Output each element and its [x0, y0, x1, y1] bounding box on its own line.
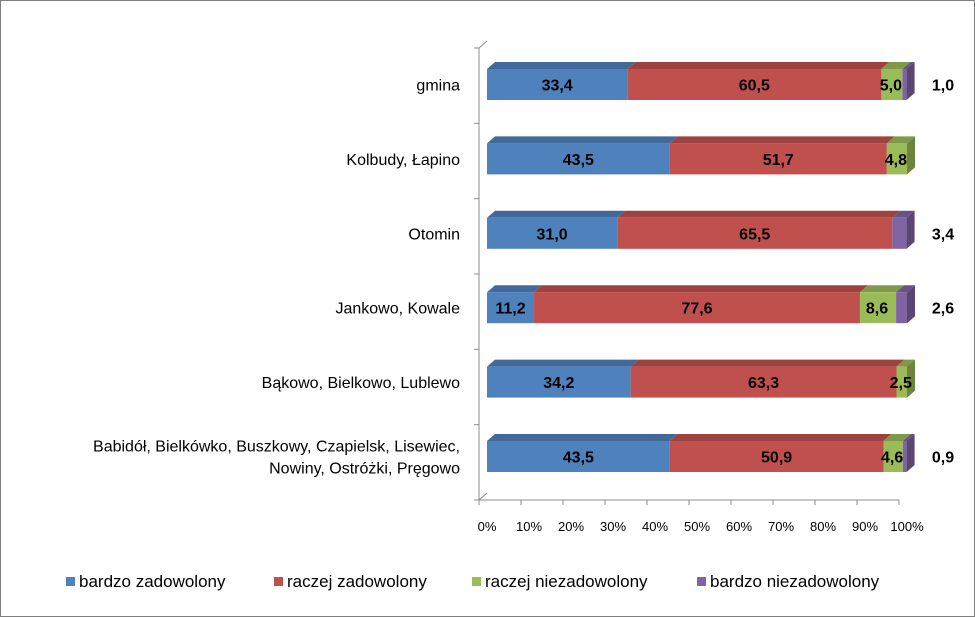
data-label: 31,0 [537, 226, 568, 243]
bar-segment [886, 143, 907, 175]
bar-segment [883, 441, 903, 472]
bar-segment-top [892, 210, 915, 218]
bar-segment [669, 441, 884, 472]
bar-segment [617, 217, 893, 249]
bar-segment [487, 69, 628, 100]
bar-segment [627, 69, 882, 100]
category-label: Kolbudy, Łapino [346, 152, 460, 169]
bar-segment [630, 366, 897, 398]
x-tick-label: 10% [516, 519, 542, 534]
axis-depth-line [478, 40, 488, 49]
bar-segment [669, 143, 887, 175]
legend-label: bardzo niezadowolony [710, 572, 880, 591]
category-label: Nowiny, Ostróżki, Pręgowo [269, 461, 460, 478]
bar-side-face [907, 285, 915, 324]
bar-segment-top [487, 210, 626, 218]
data-label: 3,4 [932, 226, 954, 243]
bar-segment-top [896, 285, 915, 293]
axis-depth-line [478, 492, 488, 501]
x-tick-label: 80% [810, 519, 836, 534]
legend-swatch [66, 577, 75, 586]
data-label: 4,6 [881, 450, 903, 467]
bar-segment-top [669, 434, 892, 441]
data-label: 33,4 [542, 78, 573, 95]
bar-segment-top [487, 62, 636, 69]
bar-segment [896, 366, 907, 398]
data-label: 43,5 [563, 152, 594, 169]
x-tick-label: 40% [642, 519, 668, 534]
data-label: 2,6 [932, 301, 954, 318]
x-tick-label: 20% [558, 519, 584, 534]
data-label: 43,5 [563, 450, 594, 467]
x-tick-label: 100% [890, 519, 924, 534]
category-label: Jankowo, Kowale [335, 301, 460, 318]
bar-segment [902, 69, 907, 100]
x-tick-label: 60% [726, 519, 752, 534]
legend-label: raczej niezadowolony [485, 572, 648, 591]
bar-segment-top [487, 359, 639, 367]
data-label: 63,3 [748, 375, 779, 392]
data-label: 1,0 [932, 78, 954, 95]
x-tick-label: 50% [684, 519, 710, 534]
x-tick-label: 30% [600, 519, 626, 534]
bar-segment-top [617, 210, 901, 218]
bar-segment-top [883, 434, 911, 441]
bar-segment-top [534, 285, 868, 293]
legend-swatch [697, 577, 706, 586]
bar-segment-top [902, 434, 915, 441]
bar-segment-top [630, 359, 905, 367]
x-tick-label: 0% [478, 519, 497, 534]
bar-segment [487, 292, 535, 324]
data-label: 11,2 [495, 301, 525, 318]
category-label: Otomin [408, 226, 460, 243]
bar-segment [534, 292, 860, 324]
data-label: 4,8 [885, 152, 907, 169]
x-tick-label: 90% [852, 519, 878, 534]
legend-swatch [472, 577, 481, 586]
bar-side-face [906, 62, 915, 100]
bar-segment-top [487, 285, 543, 293]
bar-segment [892, 217, 907, 249]
bar-segment-top [487, 434, 678, 441]
legend-label: bardzo zadowolony [79, 572, 226, 591]
category-label: Babidół, Bielkówko, Buszkowy, Czapielsk,… [93, 439, 460, 456]
data-label: 65,5 [739, 226, 770, 243]
bar-segment-top [881, 62, 911, 69]
bar-segment [487, 366, 631, 398]
bar-segment [881, 69, 903, 100]
data-label: 60,5 [739, 78, 770, 95]
category-label: Bąkowo, Bielkowo, Lublewo [262, 375, 460, 392]
bar-segment [487, 143, 670, 175]
bar-segment-top [896, 359, 915, 367]
bar-segment-top [627, 62, 890, 69]
x-tick-label: 70% [768, 519, 794, 534]
bar-segment [896, 292, 907, 324]
data-label: 51,7 [763, 152, 794, 169]
bar-side-face [907, 136, 915, 175]
bar-side-face [906, 210, 915, 249]
bar-segment [487, 441, 670, 472]
bar-segment-top [902, 62, 915, 69]
bar-segment [487, 217, 618, 249]
bar-segment [902, 441, 907, 472]
legend-label: raczej zadowolony [287, 572, 427, 591]
data-label: 5,0 [880, 78, 902, 95]
category-label: gmina [416, 78, 460, 95]
data-label: 8,6 [866, 301, 888, 318]
bar-segment-top [487, 136, 678, 144]
legend-swatch [274, 577, 283, 586]
data-label: 0,9 [932, 450, 954, 467]
bar-side-face [907, 359, 915, 398]
bar-segment [859, 292, 897, 324]
bar-segment-top [886, 136, 915, 144]
data-label: 77,6 [681, 301, 712, 318]
bar-side-face [906, 434, 915, 472]
data-label: 34,2 [543, 375, 574, 392]
data-label: 2,5 [890, 375, 912, 392]
bar-segment-top [669, 136, 895, 144]
bar-segment-top [859, 285, 905, 293]
data-label: 50,9 [761, 450, 792, 467]
